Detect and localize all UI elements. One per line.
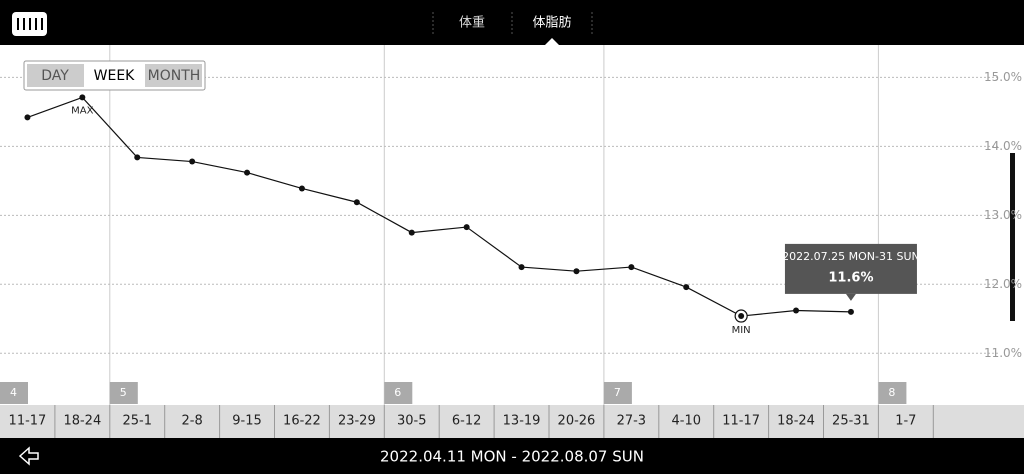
tab-indicator: [545, 38, 559, 45]
point: [134, 154, 141, 161]
month-label: 4: [10, 386, 17, 399]
point: [847, 308, 854, 315]
scrollbar[interactable]: [1010, 153, 1015, 321]
date-range: 2022.04.11 MON - 2022.08.07 SUN: [380, 448, 644, 466]
x-tick-label: 25-1: [122, 414, 152, 429]
month-button[interactable]: MONTH: [148, 68, 201, 84]
x-tick-label: 25-31: [832, 414, 870, 429]
point: [408, 229, 415, 236]
y-tick-label: 15.0%: [984, 70, 1022, 84]
month-label: 8: [888, 386, 895, 399]
month-badge: [878, 382, 907, 404]
point: [518, 264, 525, 271]
button-bg: [145, 64, 202, 87]
x-tick-label: 11-17: [722, 414, 760, 429]
point: [683, 284, 690, 291]
point: [628, 264, 635, 271]
logo[interactable]: [12, 12, 47, 36]
point: [793, 307, 800, 314]
x-tick-label: 11-17: [9, 414, 47, 429]
tooltip-title: 2022.07.25 MON-31 SUN: [782, 250, 920, 263]
min-label: MIN: [732, 325, 751, 336]
top-bar: [0, 0, 1024, 45]
x-tick-label: 2-8: [182, 414, 203, 429]
month-badge: [109, 382, 138, 404]
point: [79, 94, 86, 101]
chart: 4 5 6 7 8 11.0% 12.0% 13.0% 14.0% 15.0% 11-17 18-24…: [0, 45, 1022, 438]
tab[interactable]: 体脂肪: [532, 15, 571, 31]
y-tick-label: 11.0%: [984, 346, 1022, 360]
month-label: 5: [120, 386, 127, 399]
point: [244, 169, 251, 176]
logo-lines: [17, 18, 43, 30]
x-tick-label: 13-19: [503, 414, 541, 429]
tooltip-value: 11.6%: [828, 270, 873, 285]
month-badge: [0, 382, 28, 404]
x-tick-label: 16-22: [283, 414, 321, 429]
point: [738, 313, 745, 320]
range-switch: DAY WEEK MONTH: [23, 60, 206, 91]
button-bg: [27, 64, 84, 87]
y-tick-label: 14.0%: [984, 139, 1022, 153]
point: [573, 268, 580, 275]
y-tick-label: 13.0%: [984, 208, 1022, 222]
month-badge: [603, 382, 632, 404]
back-button[interactable]: [18, 446, 39, 466]
point: [463, 224, 470, 231]
x-tick-label: 18-24: [63, 414, 101, 429]
x-tick-label: 4-10: [671, 414, 701, 429]
line: [27, 96, 851, 317]
point: [24, 114, 31, 121]
x-tick-label: 6-12: [452, 414, 482, 429]
x-tick-label: 1-7: [895, 414, 916, 429]
tooltip: [784, 243, 917, 294]
day-button[interactable]: DAY: [41, 68, 69, 84]
x-tick-label: 20-26: [558, 414, 596, 429]
x-tick-label: 30-5: [397, 414, 427, 429]
point: [298, 185, 305, 192]
category-bar: [0, 405, 1024, 438]
y-tick-label: 12.0%: [984, 277, 1022, 291]
tooltip-pointer: [845, 293, 856, 301]
point: [189, 158, 196, 165]
x-tick-label: 9-15: [232, 414, 262, 429]
max-label: MAX: [71, 105, 93, 116]
x-tick-label: 27-3: [617, 414, 647, 429]
month-badge: [384, 382, 413, 404]
tab[interactable]: 体重: [459, 15, 485, 31]
week-button[interactable]: WEEK: [94, 68, 136, 84]
bottom-bar: [0, 438, 1024, 474]
month-label: 7: [614, 386, 621, 399]
x-tick-label: 18-24: [777, 414, 815, 429]
month-label: 6: [394, 386, 401, 399]
x-tick-label: 23-29: [338, 414, 376, 429]
point: [353, 199, 360, 206]
